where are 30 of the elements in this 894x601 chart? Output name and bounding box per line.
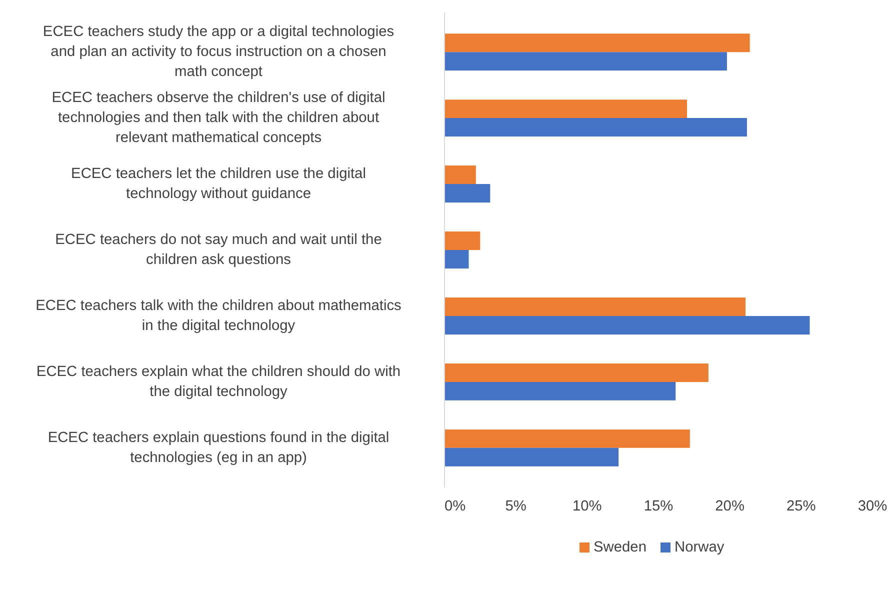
bar: [444, 166, 476, 184]
bar: [444, 429, 690, 448]
y-tick-label: ECEC teachers explain questions found in the digital technologies (eg in an app): [48, 430, 390, 466]
x-tick-label: 20%: [715, 498, 745, 514]
y-tick-label: ECEC teachers explain what the children should do with the digital technology: [36, 364, 401, 400]
x-tick-label: 15%: [644, 498, 674, 514]
y-tick-label: ECEC teachers observe the children's use of digital technologies and then talk with the children about relevant mathematical concepts: [52, 90, 386, 146]
x-tick-label: 5%: [505, 498, 526, 514]
y-tick-label: ECEC teachers talk with the children about mathematics in the digital technology: [36, 298, 402, 334]
bar: [444, 118, 747, 137]
bar: [444, 382, 676, 400]
x-tick-label: 10%: [572, 498, 602, 514]
bar: [444, 448, 619, 466]
legend-label: Sweden: [594, 540, 646, 556]
bar: [444, 34, 750, 52]
legend-label: Norway: [674, 540, 725, 556]
bar: [444, 363, 708, 382]
y-tick-label: ECEC teachers do not say much and wait until the children ask questions: [55, 232, 382, 268]
bar: [444, 316, 810, 334]
bar: [444, 184, 490, 202]
bar: [444, 250, 469, 268]
y-tick-label: ECEC teachers let the children use the digital technology without guidance: [71, 166, 366, 202]
x-tick-label: 25%: [786, 498, 816, 514]
x-tick-label: 30%: [858, 498, 888, 514]
bar: [444, 100, 688, 118]
bar: [444, 52, 727, 71]
y-tick-label: ECEC teachers study the app or a digital technologies and plan an activity to focus instruction on a chosen math concept: [42, 24, 394, 80]
bar: [444, 298, 746, 316]
bar: [444, 232, 480, 250]
x-tick-label: 0%: [444, 498, 466, 514]
